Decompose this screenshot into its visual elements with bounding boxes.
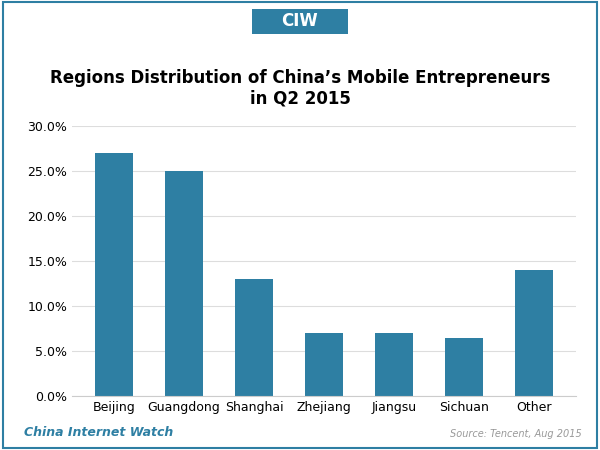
Bar (235, 279, 273, 396)
Bar (445, 338, 483, 396)
Bar (165, 171, 203, 396)
Text: Source: Tencent, Aug 2015: Source: Tencent, Aug 2015 (450, 429, 582, 439)
Text: Regions Distribution of China’s Mobile Entrepreneurs
in Q2 2015: Regions Distribution of China’s Mobile E… (50, 69, 550, 108)
Bar (95, 153, 133, 396)
Bar (375, 333, 413, 396)
Text: CIW: CIW (281, 12, 319, 31)
Text: China Internet Watch: China Internet Watch (24, 426, 173, 439)
Bar (515, 270, 553, 396)
Bar (305, 333, 343, 396)
